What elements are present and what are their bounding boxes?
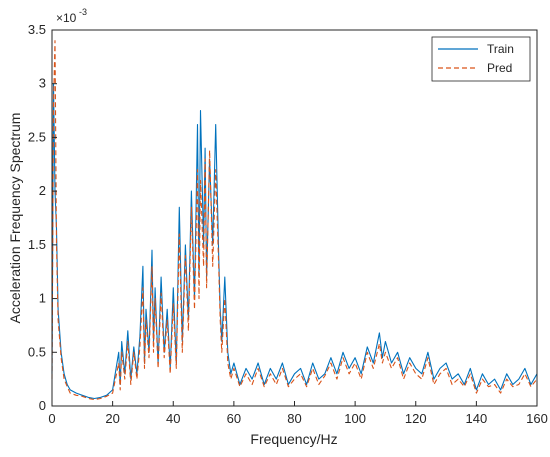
x-tick-label: 140	[466, 411, 488, 426]
x-tick-label: 40	[166, 411, 180, 426]
y-tick-label: 2.5	[28, 129, 46, 144]
x-tick-label: 120	[405, 411, 427, 426]
y-tick-label: 3	[39, 76, 46, 91]
series-line-pred	[51, 40, 538, 401]
legend-label-train: Train	[487, 42, 514, 56]
y-scale-base: ×10	[56, 11, 77, 25]
plot-background	[52, 30, 537, 406]
y-scale-exponent: -3	[79, 7, 87, 17]
y-tick-label: 0	[39, 398, 46, 413]
legend-label-pred: Pred	[487, 61, 512, 75]
y-tick-label: 0.5	[28, 344, 46, 359]
series-layer	[51, 40, 538, 401]
x-tick-label: 20	[105, 411, 119, 426]
legend: Train Pred	[431, 36, 531, 82]
x-tick-label: 100	[344, 411, 366, 426]
y-tick-label: 1	[39, 291, 46, 306]
x-tick-label: 60	[227, 411, 241, 426]
y-axis-label: Acceleration Frequency Spectrum	[7, 113, 23, 324]
x-axis-label: Frequency/Hz	[250, 431, 337, 447]
series-line-train	[51, 83, 538, 400]
legend-box	[431, 36, 531, 82]
y-tick-label: 2	[39, 183, 46, 198]
x-tick-label: 0	[48, 411, 55, 426]
y-tick-label: 3.5	[28, 22, 46, 37]
ticks-layer: 0 20 40 60 80 100 120 140 160 0 0.5 1 1.5 2 2.5 3 3.5	[28, 22, 548, 426]
x-tick-label: 80	[287, 411, 301, 426]
y-tick-label: 1.5	[28, 237, 46, 252]
x-tick-label: 160	[526, 411, 548, 426]
